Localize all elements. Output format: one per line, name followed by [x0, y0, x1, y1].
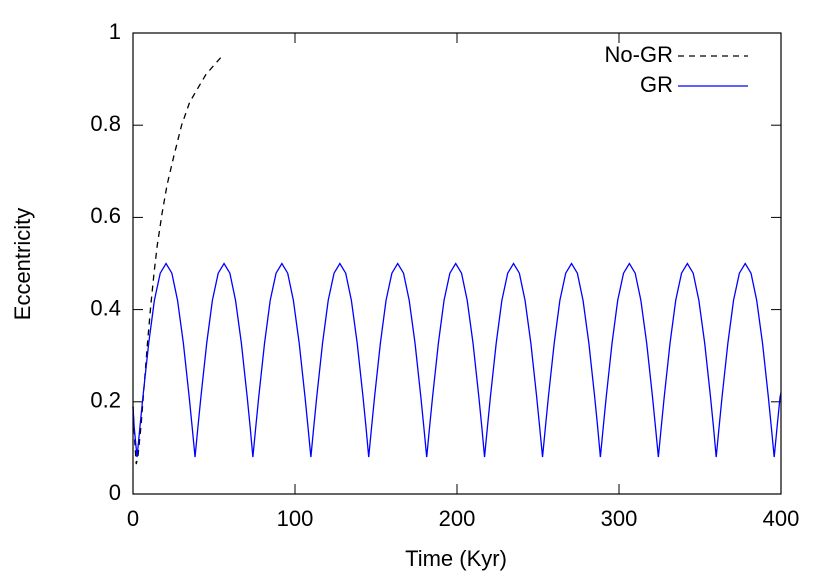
legend-label: No-GR — [605, 42, 673, 67]
x-tick-label: 0 — [127, 506, 139, 531]
x-tick-label: 300 — [601, 506, 638, 531]
y-tick-label: 0.4 — [90, 295, 121, 320]
y-tick-label: 1 — [109, 19, 121, 44]
legend-label: GR — [640, 72, 673, 97]
y-axis-label: Eccentricity — [10, 208, 35, 320]
x-tick-label: 200 — [439, 506, 476, 531]
y-tick-label: 0.6 — [90, 203, 121, 228]
series-line — [132, 262, 782, 458]
plot-frame — [132, 32, 782, 495]
y-tick-label: 0.8 — [90, 111, 121, 136]
x-axis-label: Time (Kyr) — [405, 546, 507, 571]
x-tick-label: 100 — [277, 506, 314, 531]
x-tick-label: 400 — [763, 506, 800, 531]
y-tick-label: 0.2 — [90, 388, 121, 413]
series-line — [132, 55, 223, 465]
y-tick-label: 0 — [109, 480, 121, 505]
